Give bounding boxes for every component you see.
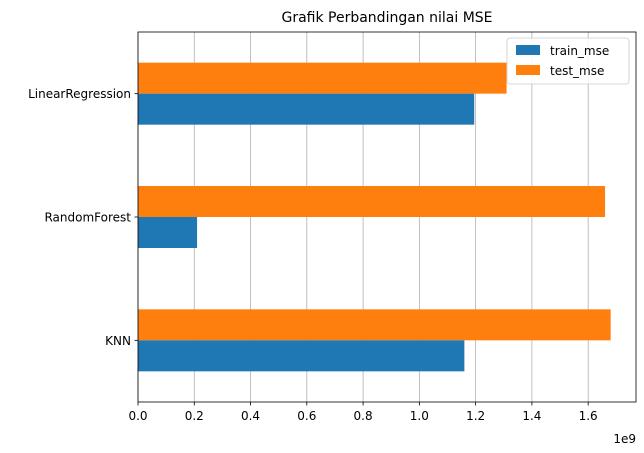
plot-frame: [137, 31, 637, 403]
tick-labels: KNN RandomForest LinearRegression 0.0 0.2 0.4…: [28, 87, 598, 423]
bar-train-mse-KNN: [138, 340, 465, 372]
x-tick-label: 0.0: [128, 409, 147, 423]
legend-swatch-test_mse: [516, 65, 540, 75]
legend-label-test_mse: test_mse: [550, 64, 604, 78]
x-tick-label: 1.4: [522, 409, 541, 423]
axes: [134, 31, 637, 406]
x-tick-label: 0.4: [241, 409, 260, 423]
chart-title: Grafik Perbandingan nilai MSE: [281, 10, 492, 26]
x-tick-label: 1.0: [410, 409, 429, 423]
bars: [138, 62, 611, 372]
x-tick-label: 0.6: [297, 409, 316, 423]
x-axis-offset-text: 1e9: [613, 432, 636, 446]
y-tick-label: KNN: [105, 334, 131, 348]
legend-swatch-train_mse: [516, 45, 540, 55]
bar-train-mse-RandomForest: [138, 217, 198, 248]
legend: train_mse test_mse: [506, 37, 630, 85]
x-tick-label: 0.8: [354, 409, 373, 423]
bar-test-mse-RandomForest: [138, 186, 606, 217]
bar-test-mse-KNN: [138, 309, 611, 341]
bar-train-mse-LinearRegression: [138, 93, 475, 125]
bar-test-mse-LinearRegression: [138, 62, 507, 94]
x-tick-label: 1.2: [466, 409, 485, 423]
x-tick-label: 0.2: [185, 409, 204, 423]
legend-label-train_mse: train_mse: [550, 44, 609, 58]
x-tick-label: 1.6: [579, 409, 598, 423]
y-tick-label: LinearRegression: [28, 87, 131, 101]
y-tick-label: RandomForest: [44, 211, 131, 225]
